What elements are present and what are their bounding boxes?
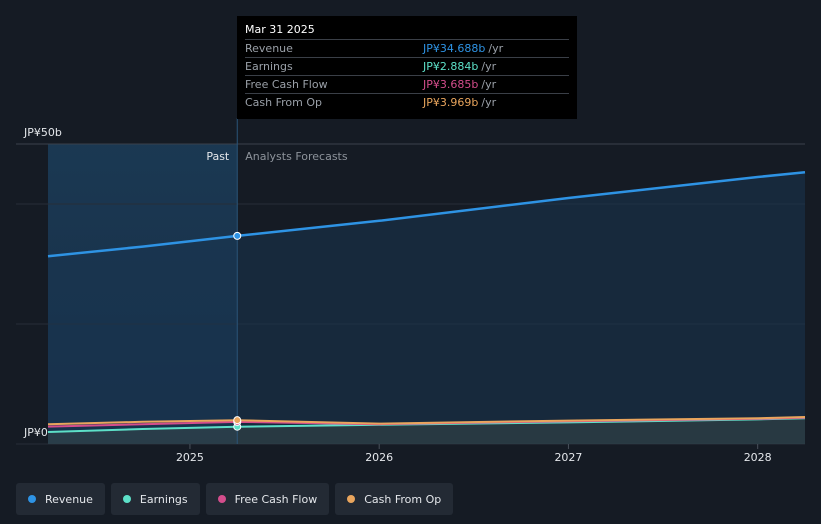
cash-from-op-line: [47, 416, 806, 426]
tooltip-label: Earnings: [245, 60, 293, 73]
cash-from-op-point: [233, 416, 242, 425]
tooltip-label: Revenue: [245, 42, 293, 55]
tooltip-unit: /yr: [481, 60, 497, 73]
x-tick-label: 2028: [744, 451, 772, 464]
x-axis-labels: 2025 2026 2027 2028: [176, 444, 772, 464]
hover-markers: [233, 231, 242, 431]
tooltip-unit: /yr: [488, 42, 504, 55]
legend-dot-icon: [122, 495, 131, 503]
x-tick-label: 2025: [176, 451, 204, 464]
tooltip-unit: /yr: [481, 96, 497, 109]
legend-item-earnings[interactable]: Earnings: [110, 483, 200, 515]
x-tick-label: 2026: [365, 451, 393, 464]
legend-label: Cash From Op: [364, 492, 442, 506]
tooltip-row-cash-from-op: Cash From Op JP¥3.969b/yr: [245, 93, 569, 111]
tooltip-label: Free Cash Flow: [245, 78, 328, 91]
past-label: Past: [206, 150, 230, 163]
y-axis-labels: JP¥50b JP¥0: [23, 126, 62, 439]
y-tick-label: JP¥50b: [23, 126, 62, 139]
revenue-point: [233, 231, 242, 240]
tooltip-value: JP¥2.884b: [423, 60, 479, 73]
legend-dot-icon: [28, 495, 36, 503]
legend: Revenue Earnings Free Cash Flow Cash From O…: [16, 483, 454, 515]
tooltip-row-revenue: Revenue JP¥34.688b/yr: [245, 39, 569, 57]
legend-item-free-cash-flow[interactable]: Free Cash Flow: [205, 483, 330, 515]
tooltip-value: JP¥3.969b: [423, 96, 479, 109]
x-tick-label: 2027: [554, 451, 582, 464]
series-lines: [47, 170, 806, 433]
legend-item-revenue[interactable]: Revenue: [16, 483, 105, 515]
tooltip-unit: /yr: [481, 78, 497, 91]
tooltip-rows: Revenue JP¥34.688b/yr Earnings JP¥2.884b/yr…: [245, 39, 569, 111]
legend-label: Earnings: [139, 492, 188, 506]
tooltip-row-earnings: Earnings JP¥2.884b/yr: [245, 57, 569, 75]
tooltip-label: Cash From Op: [245, 96, 323, 109]
tooltip-value: JP¥3.685b: [423, 78, 479, 91]
legend-item-cash-from-op[interactable]: Cash From Op: [335, 483, 454, 515]
tooltip-date: Mar 31 2025: [245, 23, 315, 36]
legend-label: Free Cash Flow: [234, 492, 318, 506]
y-tick-label: JP¥0: [23, 426, 48, 439]
tooltip-row-free-cash-flow: Free Cash Flow JP¥3.685b/yr: [245, 75, 569, 93]
revenue-line: [47, 170, 806, 258]
forecast-label: Analysts Forecasts: [245, 150, 348, 163]
legend-dot-icon: [217, 495, 226, 503]
legend-label: Revenue: [45, 492, 93, 506]
legend-dot-icon: [347, 495, 356, 503]
tooltip-value: JP¥34.688b: [423, 42, 486, 55]
tooltip: Mar 31 2025 Revenue JP¥34.688b/yr Earnings…: [237, 16, 577, 119]
